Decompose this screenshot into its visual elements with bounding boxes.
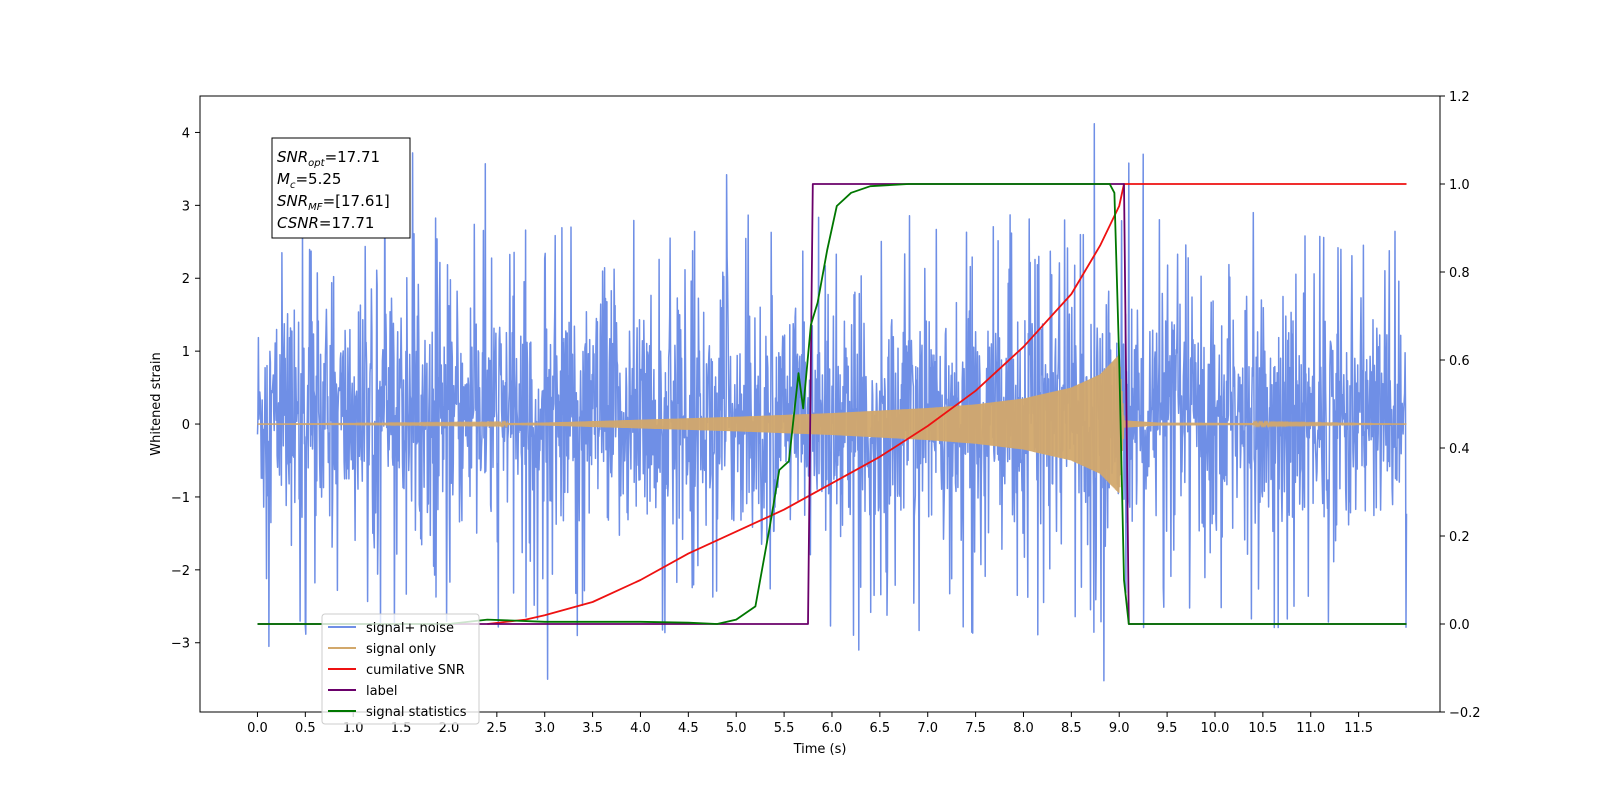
x-tick-label: 0.0 bbox=[247, 721, 268, 736]
y-right-tick-label: 0.4 bbox=[1449, 442, 1470, 457]
series-signal-only bbox=[257, 354, 1407, 493]
x-tick-label: 3.5 bbox=[582, 721, 603, 736]
legend-entry: cumilative SNR bbox=[366, 663, 465, 678]
y-left-tick-label: −3 bbox=[171, 637, 190, 652]
y-right-tick-label: 0.6 bbox=[1449, 354, 1470, 369]
x-tick-label: 10.5 bbox=[1248, 721, 1277, 736]
y-right-tick-label: 1.2 bbox=[1449, 90, 1470, 105]
x-tick-label: 8.5 bbox=[1061, 721, 1082, 736]
x-tick-label: 5.5 bbox=[774, 721, 795, 736]
y-left-tick-label: 0 bbox=[182, 418, 190, 433]
y-left-tick-label: −1 bbox=[171, 491, 190, 506]
x-tick-label: 6.5 bbox=[870, 721, 891, 736]
legend-entry: label bbox=[366, 684, 397, 699]
x-tick-label: 0.5 bbox=[295, 721, 316, 736]
x-tick-label: 9.0 bbox=[1109, 721, 1130, 736]
x-axis-label: Time (s) bbox=[793, 742, 847, 757]
x-tick-label: 11.5 bbox=[1344, 721, 1373, 736]
legend-entry: signal statistics bbox=[366, 705, 467, 720]
y-left-tick-label: −2 bbox=[171, 564, 190, 579]
y-right-tick-label: 1.0 bbox=[1449, 178, 1470, 193]
x-tick-label: 9.5 bbox=[1157, 721, 1178, 736]
info-line: CSNR=17.71 bbox=[277, 214, 374, 232]
legend: signal+ noise signal only cumilative SNR la… bbox=[321, 613, 480, 725]
series-layer bbox=[256, 122, 1408, 682]
y-right-tick-label: 0.0 bbox=[1449, 618, 1470, 633]
x-tick-label: 1.0 bbox=[343, 721, 364, 736]
y-right-tick-label: −0.2 bbox=[1449, 706, 1481, 721]
x-tick-label: 6.0 bbox=[822, 721, 843, 736]
info-line: SNRMF=[17.61] bbox=[277, 192, 390, 213]
y-left-tick-label: 2 bbox=[182, 272, 190, 287]
x-tick-label: 7.0 bbox=[917, 721, 938, 736]
x-tick-label: 1.5 bbox=[391, 721, 412, 736]
x-tick-label: 2.5 bbox=[486, 721, 507, 736]
x-tick-label: 4.0 bbox=[630, 721, 651, 736]
x-tick-label: 4.5 bbox=[678, 721, 699, 736]
info-line: SNRopt=17.71 bbox=[277, 148, 380, 169]
info-box: SNRopt=17.71Mc=5.25SNRMF=[17.61]CSNR=17.… bbox=[271, 137, 411, 239]
x-tick-label: 11.0 bbox=[1296, 721, 1325, 736]
y-axis-label-left: Whitened strain bbox=[149, 352, 164, 455]
y-right-tick-label: 0.2 bbox=[1449, 530, 1470, 545]
x-tick-label: 5.0 bbox=[726, 721, 747, 736]
y-left-tick-label: 3 bbox=[182, 199, 190, 214]
y-left-tick-label: 1 bbox=[182, 345, 190, 360]
legend-entry: signal+ noise bbox=[366, 621, 454, 636]
x-tick-label: 10.0 bbox=[1201, 721, 1230, 736]
series-signal-noise bbox=[256, 122, 1408, 682]
x-tick-label: 2.0 bbox=[439, 721, 460, 736]
series-signal-statistics bbox=[257, 183, 1407, 625]
y-right-tick-label: 0.8 bbox=[1449, 266, 1470, 281]
ticks-layer: 0.0 0.5 1.0 1.5 2.0 2.5 3.0 3.5 4.0 4.5 5.0 5.5 6.0 6… bbox=[171, 90, 1481, 736]
y-left-tick-label: 4 bbox=[182, 126, 190, 141]
x-tick-label: 3.0 bbox=[534, 721, 555, 736]
series-cumilative-snr bbox=[487, 183, 1407, 625]
x-tick-label: 7.5 bbox=[965, 721, 986, 736]
plot-frame bbox=[199, 95, 1441, 713]
x-tick-label: 8.0 bbox=[1013, 721, 1034, 736]
info-box-frame bbox=[271, 137, 411, 239]
legend-frame bbox=[321, 613, 480, 725]
legend-entry: signal only bbox=[366, 642, 436, 657]
info-line: Mc=5.25 bbox=[277, 170, 341, 191]
